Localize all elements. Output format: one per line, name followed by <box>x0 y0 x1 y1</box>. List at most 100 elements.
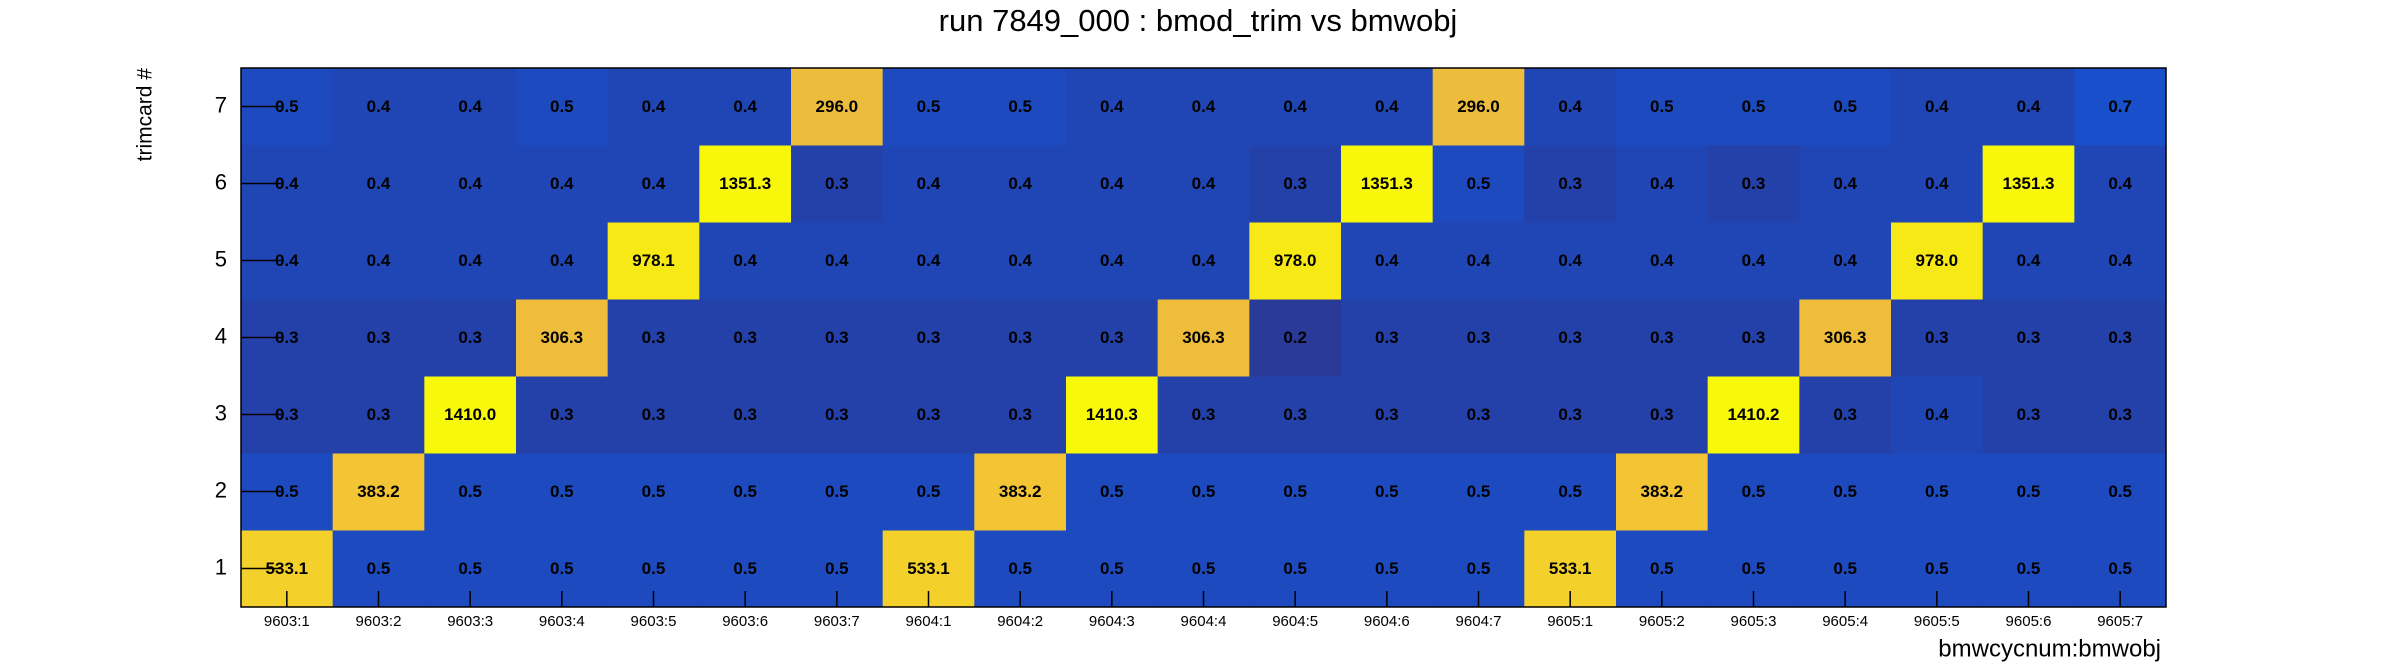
cell-label: 0.5 <box>458 559 482 578</box>
cell-label: 1351.3 <box>2003 174 2055 193</box>
cell-label: 0.3 <box>1558 328 1582 347</box>
cell-label: 0.5 <box>1650 559 1674 578</box>
cell-label: 0.5 <box>2108 559 2132 578</box>
heatmap-cell <box>1524 145 1617 223</box>
cell-label: 0.4 <box>2108 174 2132 193</box>
heatmap-cell <box>699 376 792 454</box>
chart-title: run 7849_000 : bmod_trim vs bmwobj <box>939 3 1458 38</box>
cell-label: 0.5 <box>1100 559 1124 578</box>
heatmap-cell <box>1341 68 1434 146</box>
cell-label: 978.1 <box>632 251 675 270</box>
heatmap-cell <box>332 222 425 300</box>
heatmap-cell <box>2074 299 2167 377</box>
cell-label: 0.3 <box>642 328 666 347</box>
cell-label: 0.4 <box>1192 174 1216 193</box>
heatmap-cell <box>1982 453 2075 531</box>
x-tick-label: 9603:3 <box>447 613 493 630</box>
heatmap-cell <box>882 68 975 146</box>
cell-label: 0.5 <box>1008 97 1032 116</box>
x-tick-label: 9603:1 <box>264 613 310 630</box>
cell-label: 0.4 <box>367 174 391 193</box>
heatmap-cell <box>332 145 425 223</box>
cell-label: 0.5 <box>1467 559 1491 578</box>
cell-label: 0.7 <box>2108 97 2132 116</box>
heatmap-cell <box>791 453 884 531</box>
cell-label: 0.4 <box>458 174 482 193</box>
cell-label: 0.5 <box>733 559 757 578</box>
cell-label: 0.3 <box>1008 405 1032 424</box>
cell-label: 0.4 <box>1742 251 1766 270</box>
heatmap-cell <box>882 376 975 454</box>
cell-label: 0.3 <box>1558 405 1582 424</box>
cell-label: 0.3 <box>1192 405 1216 424</box>
cell-label: 0.5 <box>642 559 666 578</box>
cell-label: 0.3 <box>1375 328 1399 347</box>
heatmap-cell <box>1707 376 1800 454</box>
cell-label: 0.4 <box>642 97 666 116</box>
cell-label: 0.4 <box>1192 251 1216 270</box>
heatmap-cell <box>1341 299 1434 377</box>
cell-label: 306.3 <box>1182 328 1225 347</box>
cell-label: 0.3 <box>1650 405 1674 424</box>
cell-label: 0.4 <box>1100 97 1124 116</box>
cell-label: 533.1 <box>266 559 309 578</box>
heatmap-cell <box>424 145 517 223</box>
cell-label: 0.5 <box>1100 482 1124 501</box>
cell-label: 0.3 <box>367 328 391 347</box>
cell-label: 0.3 <box>550 405 574 424</box>
heatmap-cell <box>1341 222 1434 300</box>
cell-label: 0.4 <box>458 251 482 270</box>
cell-label: 0.5 <box>1558 482 1582 501</box>
heatmap-cell <box>974 68 1067 146</box>
y-tick-label: 2 <box>215 477 227 502</box>
cell-label: 0.5 <box>1742 97 1766 116</box>
x-tick-label: 9603:4 <box>539 613 585 630</box>
cell-label: 0.4 <box>1100 174 1124 193</box>
cell-label: 1351.3 <box>1361 174 1413 193</box>
x-tick-label: 9603:7 <box>814 613 860 630</box>
y-tick-label: 6 <box>215 169 227 194</box>
cell-label: 0.3 <box>1375 405 1399 424</box>
cell-label: 0.4 <box>2108 251 2132 270</box>
x-tick-label: 9605:7 <box>2097 613 2143 630</box>
heatmap-cell <box>1707 299 1800 377</box>
cell-label: 0.5 <box>458 482 482 501</box>
cell-label: 0.4 <box>733 97 757 116</box>
heatmap-cell <box>1157 453 1250 531</box>
heatmap-cell <box>1616 453 1709 531</box>
heatmap-cell <box>1249 299 1342 377</box>
heatmap-cell <box>1799 145 1892 223</box>
x-tick-label: 9605:6 <box>2006 613 2052 630</box>
cell-label: 0.4 <box>1650 251 1674 270</box>
cell-label: 383.2 <box>1641 482 1684 501</box>
cell-label: 0.5 <box>1742 559 1766 578</box>
heatmap-cell <box>424 299 517 377</box>
heatmap-cell <box>1891 299 1984 377</box>
cell-label: 0.4 <box>1558 251 1582 270</box>
heatmap-cell <box>1066 145 1159 223</box>
heatmap-cell <box>1524 453 1617 531</box>
heatmap-cell <box>1616 299 1709 377</box>
cell-label: 0.5 <box>825 482 849 501</box>
cell-label: 0.3 <box>1467 328 1491 347</box>
heatmap-cell <box>1982 299 2075 377</box>
heatmap-cell <box>1891 222 1984 300</box>
heatmap-cell <box>882 299 975 377</box>
cell-label: 383.2 <box>357 482 400 501</box>
cell-label: 0.5 <box>550 482 574 501</box>
heatmap-cell <box>1616 68 1709 146</box>
heatmap-cell <box>791 145 884 223</box>
heatmap-cell <box>1524 68 1617 146</box>
heatmap-cell <box>1891 145 1984 223</box>
heatmap-cell <box>332 299 425 377</box>
heatmap-cell <box>424 376 517 454</box>
cell-label: 0.5 <box>1925 559 1949 578</box>
heatmap-cell <box>974 299 1067 377</box>
cell-label: 296.0 <box>816 97 859 116</box>
cell-label: 0.3 <box>2108 328 2132 347</box>
cell-label: 0.4 <box>458 97 482 116</box>
cell-label: 0.3 <box>275 405 299 424</box>
x-tick-label: 9605:1 <box>1547 613 1593 630</box>
x-tick-label: 9605:5 <box>1914 613 1960 630</box>
heatmap-cell <box>424 453 517 531</box>
